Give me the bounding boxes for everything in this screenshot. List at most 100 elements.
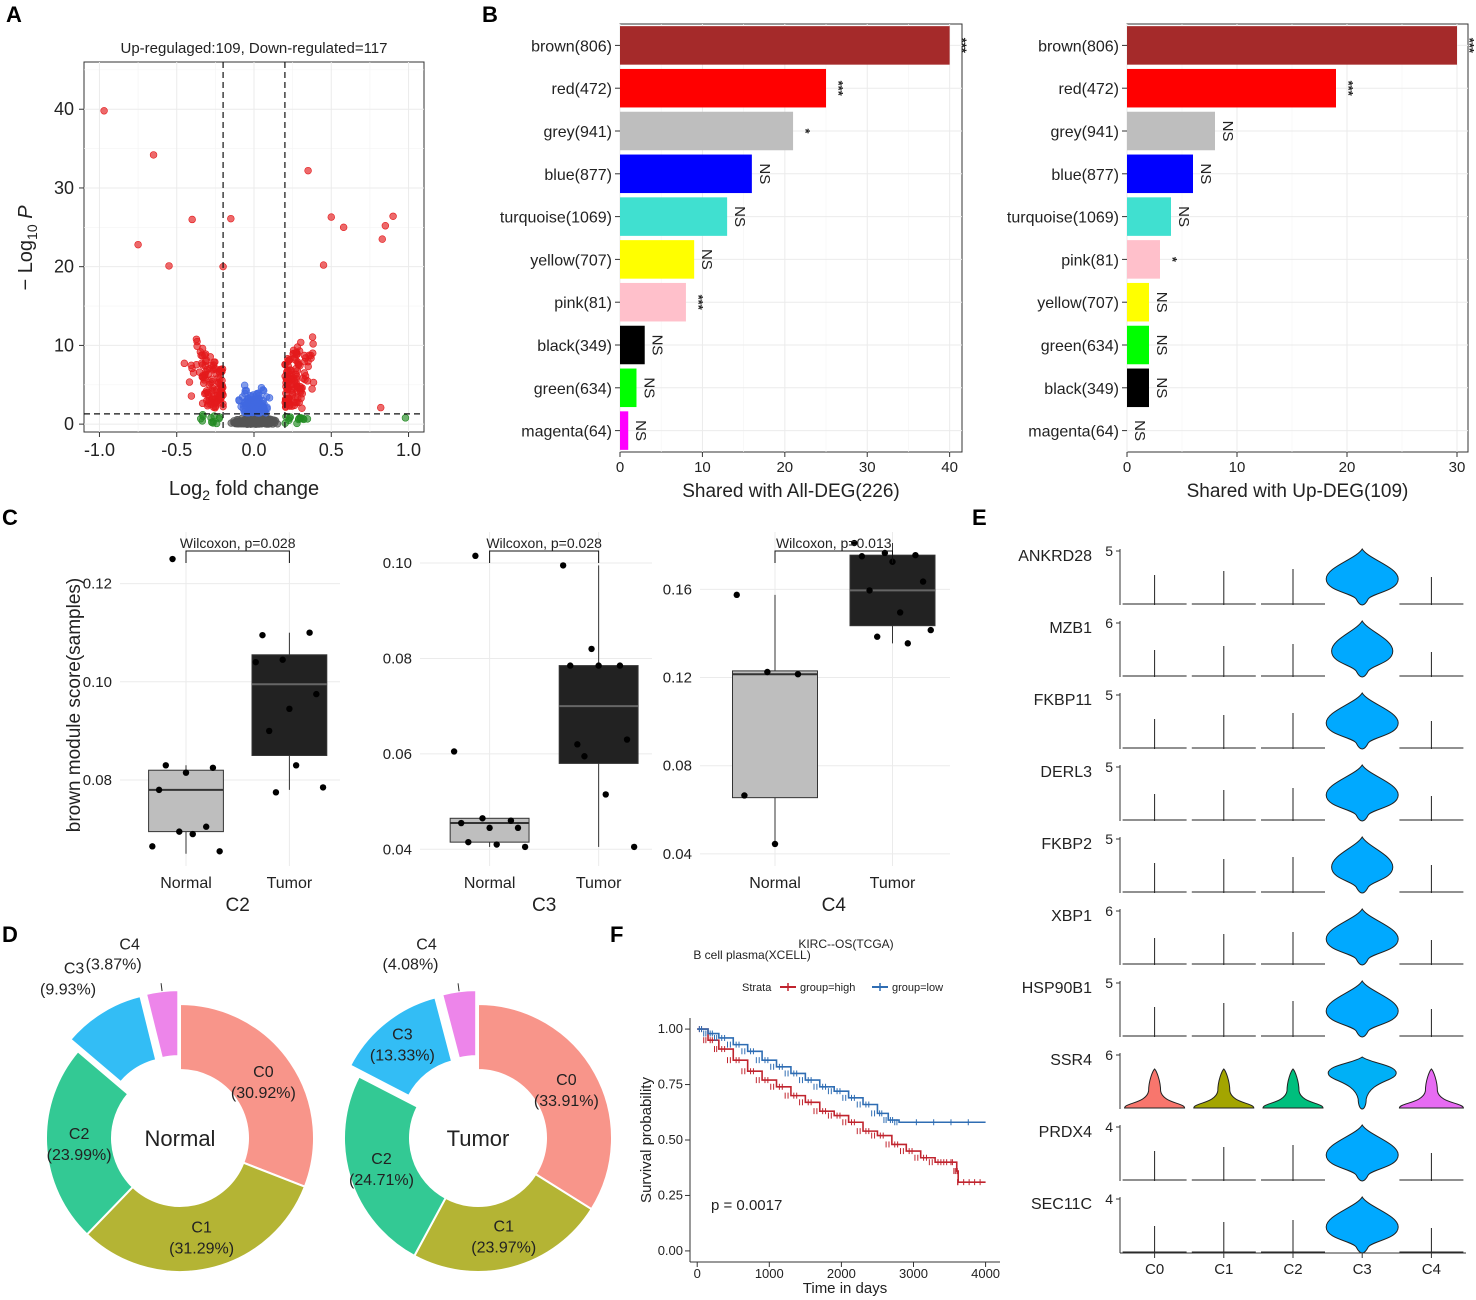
sample-point [602,791,609,798]
sample-point [794,670,802,678]
sample-point [319,784,327,791]
sample-point [209,764,217,771]
sample-point [176,828,183,835]
slice-pct: (9.93%) [40,981,96,998]
box-plots: brown module score(samples)0.080.100.12N… [64,532,950,916]
category-label: C1 [1214,1261,1233,1278]
sample-point [493,841,500,848]
data-point [292,348,300,357]
y-tick-label: 0.04 [663,846,692,863]
sample-point [292,762,300,769]
chart-title: Up-regulaged:109, Down-regulated=117 [121,40,388,57]
test-label: Wilcoxon, p=0.028 [486,535,602,551]
significance-bracket [489,550,600,563]
violin [1325,548,1399,606]
data-point [327,213,335,221]
category-label: C2 [1283,1261,1302,1278]
cluster-title: C3 [532,895,556,916]
bar [1127,368,1149,408]
donut-slice [441,989,478,1060]
gene-label: MZB1 [1049,620,1092,637]
sample-point [266,727,273,735]
group-label: Normal [160,875,212,892]
sample-point [182,769,190,776]
significance-label: NS [1219,121,1236,142]
bar [620,111,794,151]
group-label: Normal [464,875,516,892]
donut-slice [343,1075,448,1258]
significance-label: NS [640,377,657,398]
slice-name: C3 [392,1027,413,1044]
y-tick-label: 1.00 [658,1021,683,1036]
data-point [281,395,290,403]
box [558,665,639,764]
bar [1127,68,1336,108]
data-point [294,361,303,369]
significance-label: * [1165,257,1180,263]
slice-pct: (24.71%) [349,1172,414,1189]
slice-name: C1 [191,1220,212,1237]
y-axis-title: − Log10 P [15,205,40,291]
data-point [265,394,274,402]
group-label: Tumor [870,875,916,892]
category-label: green(634) [1041,338,1119,355]
sample-point [574,741,581,748]
panel-letter-f: F [610,922,623,947]
y-max-label: 5 [1105,759,1113,775]
panel-letter-e: E [972,505,987,530]
data-point [207,400,215,409]
test-label: Wilcoxon, p=0.028 [180,535,296,551]
data-point [299,414,307,423]
donut-slice [45,1049,135,1236]
significance-label: *** [1462,38,1476,54]
y-max-label: 5 [1105,543,1113,559]
y-tick-label: 0.75 [658,1077,683,1092]
sample-point [169,555,176,563]
significance-bracket [774,550,893,563]
data-point [165,262,173,270]
x-axis-title: Shared with All-DEG(226) [682,481,900,502]
sample-point [866,587,873,594]
x-tick-label: 30 [1449,459,1466,476]
slice-name: C2 [371,1151,392,1168]
bar [620,26,950,65]
chart-subtitle: B cell plasma(XCELL) [693,948,810,962]
bar [620,154,752,194]
panel-letter-b: B [482,2,498,27]
y-max-label: 5 [1105,687,1113,703]
leader-line [457,983,460,992]
significance-bracket [185,550,290,563]
sample-point [919,578,927,585]
donut-slice [69,994,158,1084]
violin [1327,1056,1397,1110]
donut-slice [477,1002,613,1211]
x-axis-title: Log2 fold change [169,478,319,503]
y-tick-label: 0.10 [383,555,412,572]
violin-plots: 5 ANKRD28 6 MZB1 5 FKBP11 5 DERL3 5 FKBP2 6 XBP1 5 HS… [1018,543,1466,1278]
category-label: C4 [1422,1261,1441,1278]
data-point [193,337,201,346]
sample-point [764,668,771,676]
x-tick-label: -1.0 [84,440,115,460]
data-point [187,392,196,400]
data-point [339,223,348,232]
data-point [304,357,312,366]
x-tick-label: 4000 [971,1266,1000,1281]
x-tick-label: 0.5 [319,440,344,460]
slice-pct: (31.29%) [169,1241,234,1258]
data-point [192,361,201,369]
legend-label: group=high [800,982,855,994]
data-point [255,417,264,425]
x-axis-title: Shared with Up-DEG(109) [1187,481,1409,502]
data-point [189,369,198,377]
bar [620,282,686,322]
sample-point [912,551,919,559]
donut-slice [348,996,454,1098]
violin [1331,620,1394,678]
data-point [287,375,296,383]
data-point [253,399,261,407]
violin [1325,1124,1399,1182]
sample-point [155,786,163,794]
significance-label: NS [649,335,666,356]
x-tick-label: 0 [1123,459,1131,476]
